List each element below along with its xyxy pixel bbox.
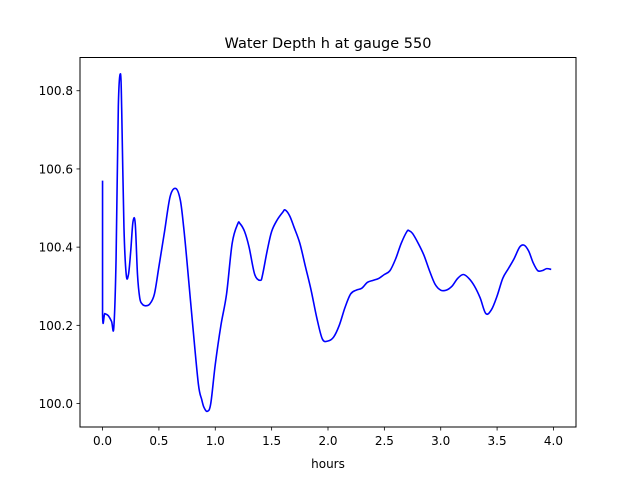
x-tick-label: 3.0	[431, 434, 450, 448]
x-tick-label: 3.5	[488, 434, 507, 448]
x-axis-ticks: 0.0 0.5 1.0 1.5 2.0 2.5 3.0 3.5 4.0	[93, 427, 563, 448]
y-tick-label: 100.6	[39, 162, 73, 176]
x-tick-label: 1.0	[206, 434, 225, 448]
series-layer	[101, 73, 552, 413]
x-tick-label: 0.0	[93, 434, 112, 448]
y-tick-label: 100.2	[39, 319, 73, 333]
y-tick-label: 100.0	[39, 397, 73, 411]
plot-frame	[79, 57, 577, 428]
x-axis-label: hours	[311, 457, 345, 471]
x-tick-label: 2.0	[318, 434, 337, 448]
x-tick-label: 2.5	[375, 434, 394, 448]
x-tick-label: 4.0	[544, 434, 563, 448]
series-line-0	[101, 73, 552, 413]
y-tick-label: 100.4	[39, 241, 73, 255]
chart-title: Water Depth h at gauge 550	[225, 36, 432, 52]
y-axis-ticks: 100.0 100.2 100.4 100.6 100.8	[39, 84, 80, 411]
y-tick-label: 100.8	[39, 84, 73, 98]
x-tick-label: 1.5	[262, 434, 281, 448]
x-tick-label: 0.5	[149, 434, 168, 448]
